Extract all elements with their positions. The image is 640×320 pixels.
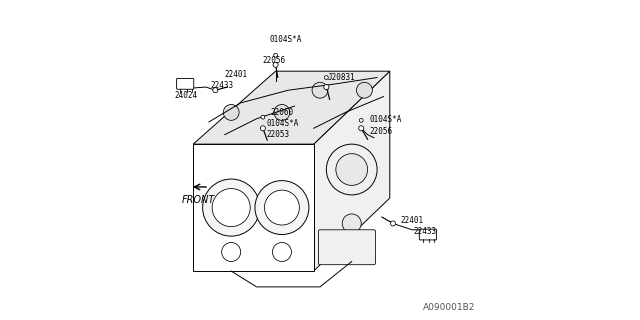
FancyBboxPatch shape bbox=[419, 229, 436, 240]
Circle shape bbox=[326, 144, 377, 195]
Circle shape bbox=[390, 221, 396, 226]
Circle shape bbox=[274, 105, 290, 120]
Text: A090001B2: A090001B2 bbox=[423, 303, 476, 312]
Polygon shape bbox=[193, 144, 314, 271]
Text: 22056: 22056 bbox=[369, 127, 392, 136]
Circle shape bbox=[342, 239, 361, 258]
Circle shape bbox=[342, 214, 361, 233]
Text: 22433: 22433 bbox=[211, 81, 234, 90]
Polygon shape bbox=[193, 71, 390, 144]
Circle shape bbox=[358, 126, 364, 131]
Circle shape bbox=[221, 243, 241, 261]
Circle shape bbox=[324, 84, 329, 90]
Text: 22401: 22401 bbox=[225, 70, 248, 79]
Circle shape bbox=[212, 88, 218, 93]
Polygon shape bbox=[314, 71, 390, 271]
Circle shape bbox=[261, 115, 265, 119]
Circle shape bbox=[359, 118, 363, 122]
Circle shape bbox=[223, 105, 239, 120]
Text: 0104S*A: 0104S*A bbox=[269, 35, 301, 44]
Circle shape bbox=[324, 76, 328, 79]
Circle shape bbox=[264, 190, 300, 225]
Text: 22056: 22056 bbox=[263, 56, 286, 65]
Text: 22433: 22433 bbox=[413, 227, 436, 236]
Text: FRONT: FRONT bbox=[181, 195, 214, 205]
Text: 22053: 22053 bbox=[266, 130, 289, 140]
FancyBboxPatch shape bbox=[319, 230, 376, 265]
Circle shape bbox=[212, 188, 250, 227]
Circle shape bbox=[274, 53, 278, 57]
Text: 22401: 22401 bbox=[401, 216, 424, 225]
Text: 0104S*A: 0104S*A bbox=[266, 119, 298, 128]
Circle shape bbox=[203, 179, 260, 236]
Text: 0104S*A: 0104S*A bbox=[369, 115, 401, 124]
Text: 22060: 22060 bbox=[271, 108, 294, 117]
Circle shape bbox=[336, 154, 367, 185]
Circle shape bbox=[260, 126, 266, 131]
Text: J20831: J20831 bbox=[328, 73, 356, 82]
Circle shape bbox=[273, 62, 278, 68]
Circle shape bbox=[312, 82, 328, 98]
Text: 24024: 24024 bbox=[174, 91, 197, 100]
FancyBboxPatch shape bbox=[177, 78, 194, 89]
Circle shape bbox=[255, 180, 309, 235]
Circle shape bbox=[273, 243, 291, 261]
Circle shape bbox=[356, 82, 372, 98]
